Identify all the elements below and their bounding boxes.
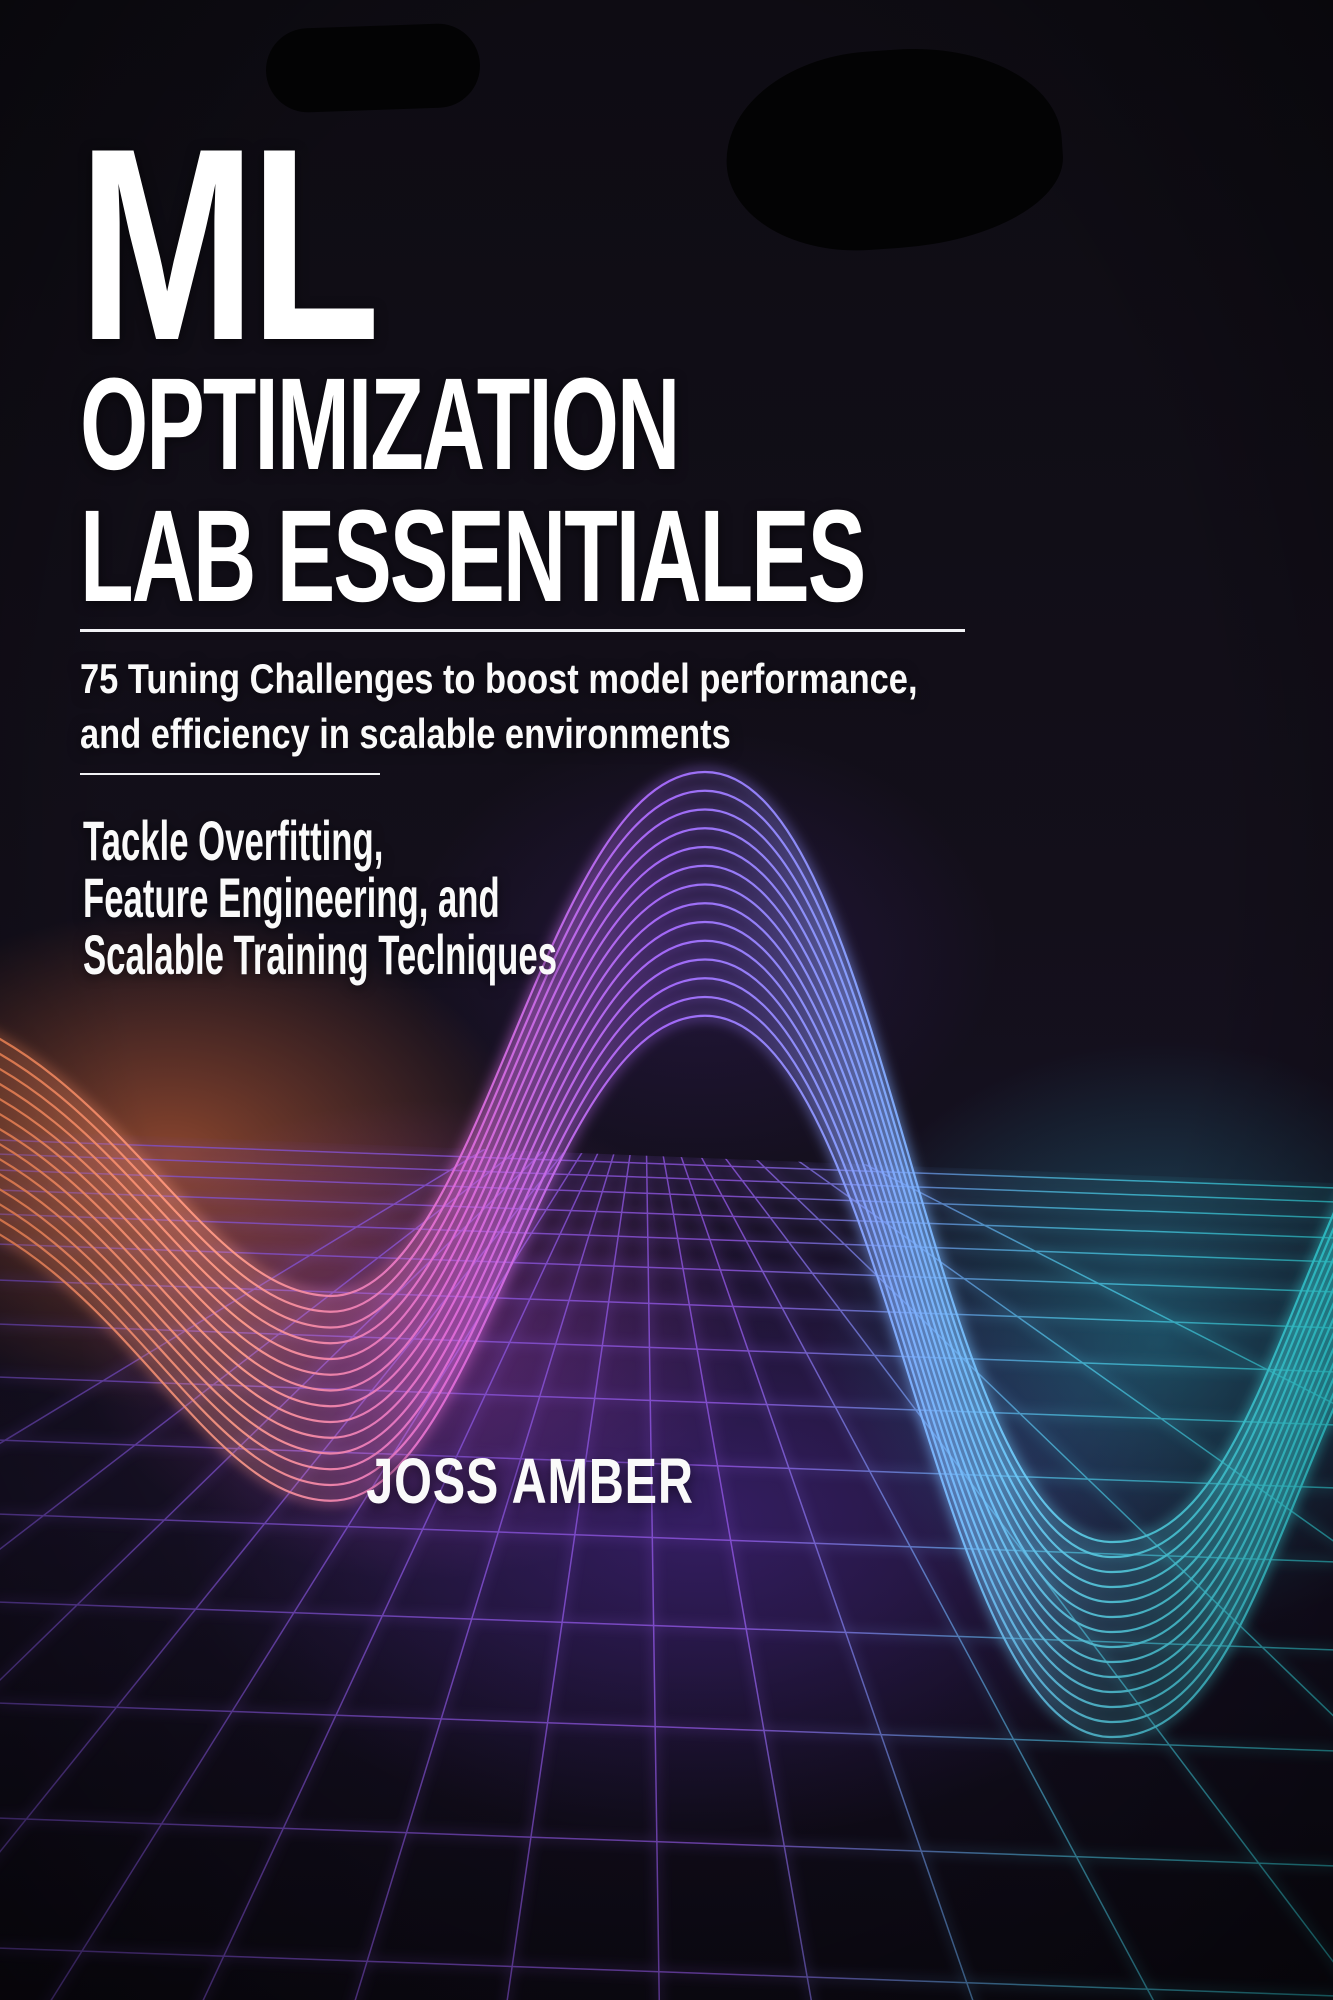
title-line-3: LAB ESSENTIALES bbox=[80, 482, 866, 629]
title-divider bbox=[80, 629, 965, 632]
subtitle: 75 Tuning Challenges to boost model perf… bbox=[80, 651, 918, 762]
tagline-line-1: Tackle Overfitting, bbox=[83, 809, 384, 872]
subtitle-line-2: and efficiency in scalable environments bbox=[80, 710, 731, 758]
subtitle-divider bbox=[80, 773, 380, 775]
author-name: JOSS AMBER bbox=[366, 1445, 694, 1517]
tagline: Tackle Overfitting, Feature Engineering,… bbox=[83, 812, 557, 983]
title-line-1: ML bbox=[78, 92, 380, 398]
title-line-2: OPTIMIZATION bbox=[80, 350, 680, 497]
tagline-line-2: Feature Engineering, and bbox=[83, 866, 500, 930]
tagline-line-3: Scalable Training Teclniques bbox=[83, 923, 558, 987]
subtitle-line-1: 75 Tuning Challenges to boost model perf… bbox=[80, 655, 918, 702]
